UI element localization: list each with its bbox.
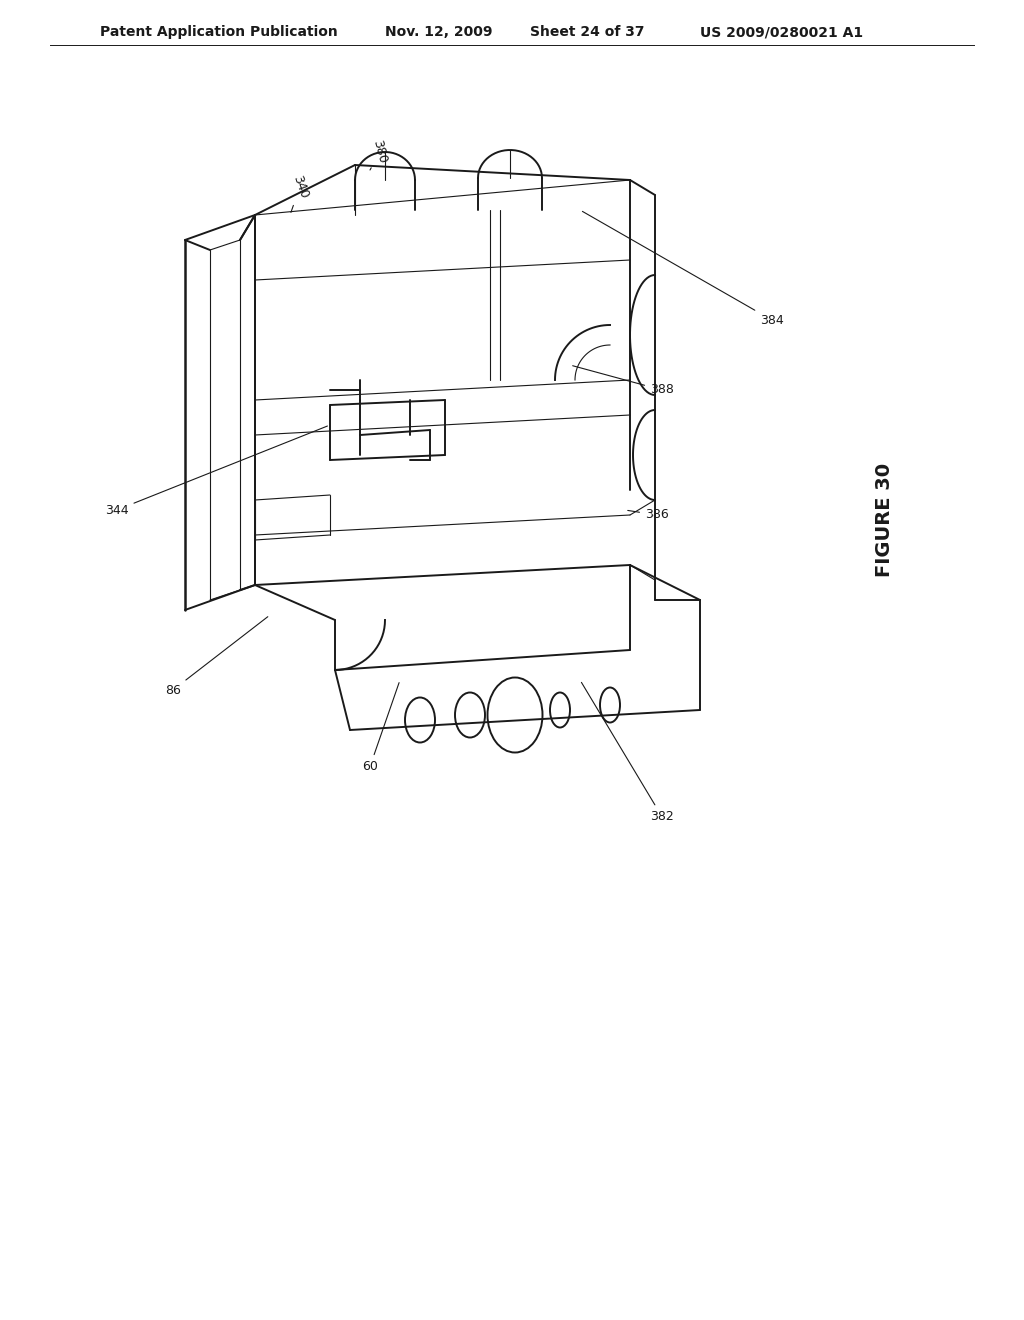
Text: 380: 380	[370, 139, 389, 170]
Text: 382: 382	[582, 682, 674, 822]
Text: 86: 86	[165, 616, 268, 697]
Text: 340: 340	[290, 173, 310, 213]
Text: 344: 344	[105, 426, 328, 516]
Text: 388: 388	[572, 366, 674, 396]
Text: Sheet 24 of 37: Sheet 24 of 37	[530, 25, 644, 40]
Text: Nov. 12, 2009: Nov. 12, 2009	[385, 25, 493, 40]
Text: US 2009/0280021 A1: US 2009/0280021 A1	[700, 25, 863, 40]
Text: 386: 386	[628, 508, 669, 521]
Text: 384: 384	[583, 211, 783, 326]
Text: 60: 60	[362, 682, 399, 774]
Text: FIGURE 30: FIGURE 30	[876, 463, 895, 577]
Text: Patent Application Publication: Patent Application Publication	[100, 25, 338, 40]
